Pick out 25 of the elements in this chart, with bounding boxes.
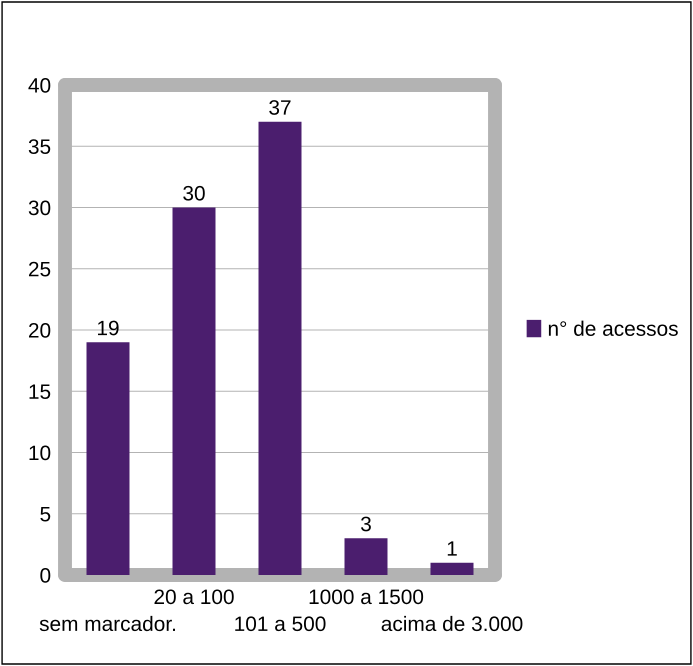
data-label: 30	[183, 186, 205, 201]
y-tick-label: 40	[28, 78, 50, 93]
bar	[172, 208, 216, 575]
x-tick-label: 1000 a 1500	[310, 589, 424, 604]
bar	[258, 122, 302, 575]
data-label: 19	[98, 320, 119, 336]
data-label: 3	[361, 516, 371, 532]
y-tick-label: 30	[28, 200, 50, 216]
data-label: 37	[269, 100, 291, 115]
y-tick-label: 10	[30, 446, 50, 460]
data-label: 1	[448, 541, 457, 556]
legend-label: n° de acessos	[548, 320, 678, 336]
y-tick-label: 0	[40, 568, 50, 583]
x-tick-label: 20 a 100	[154, 589, 234, 604]
x-tick-label: sem marcador.	[40, 616, 175, 632]
y-tick-label: 20	[28, 323, 50, 338]
x-tick-label: acima de 3.000	[382, 616, 522, 632]
y-tick-label: 5	[40, 506, 50, 522]
bar	[430, 562, 474, 575]
bar	[86, 342, 130, 575]
y-tick-label: 25	[28, 262, 50, 277]
bar	[344, 538, 388, 575]
x-tick-label: 101 a 500	[235, 616, 326, 632]
y-tick-label: 35	[28, 139, 50, 154]
y-tick-label: 15	[30, 384, 50, 400]
